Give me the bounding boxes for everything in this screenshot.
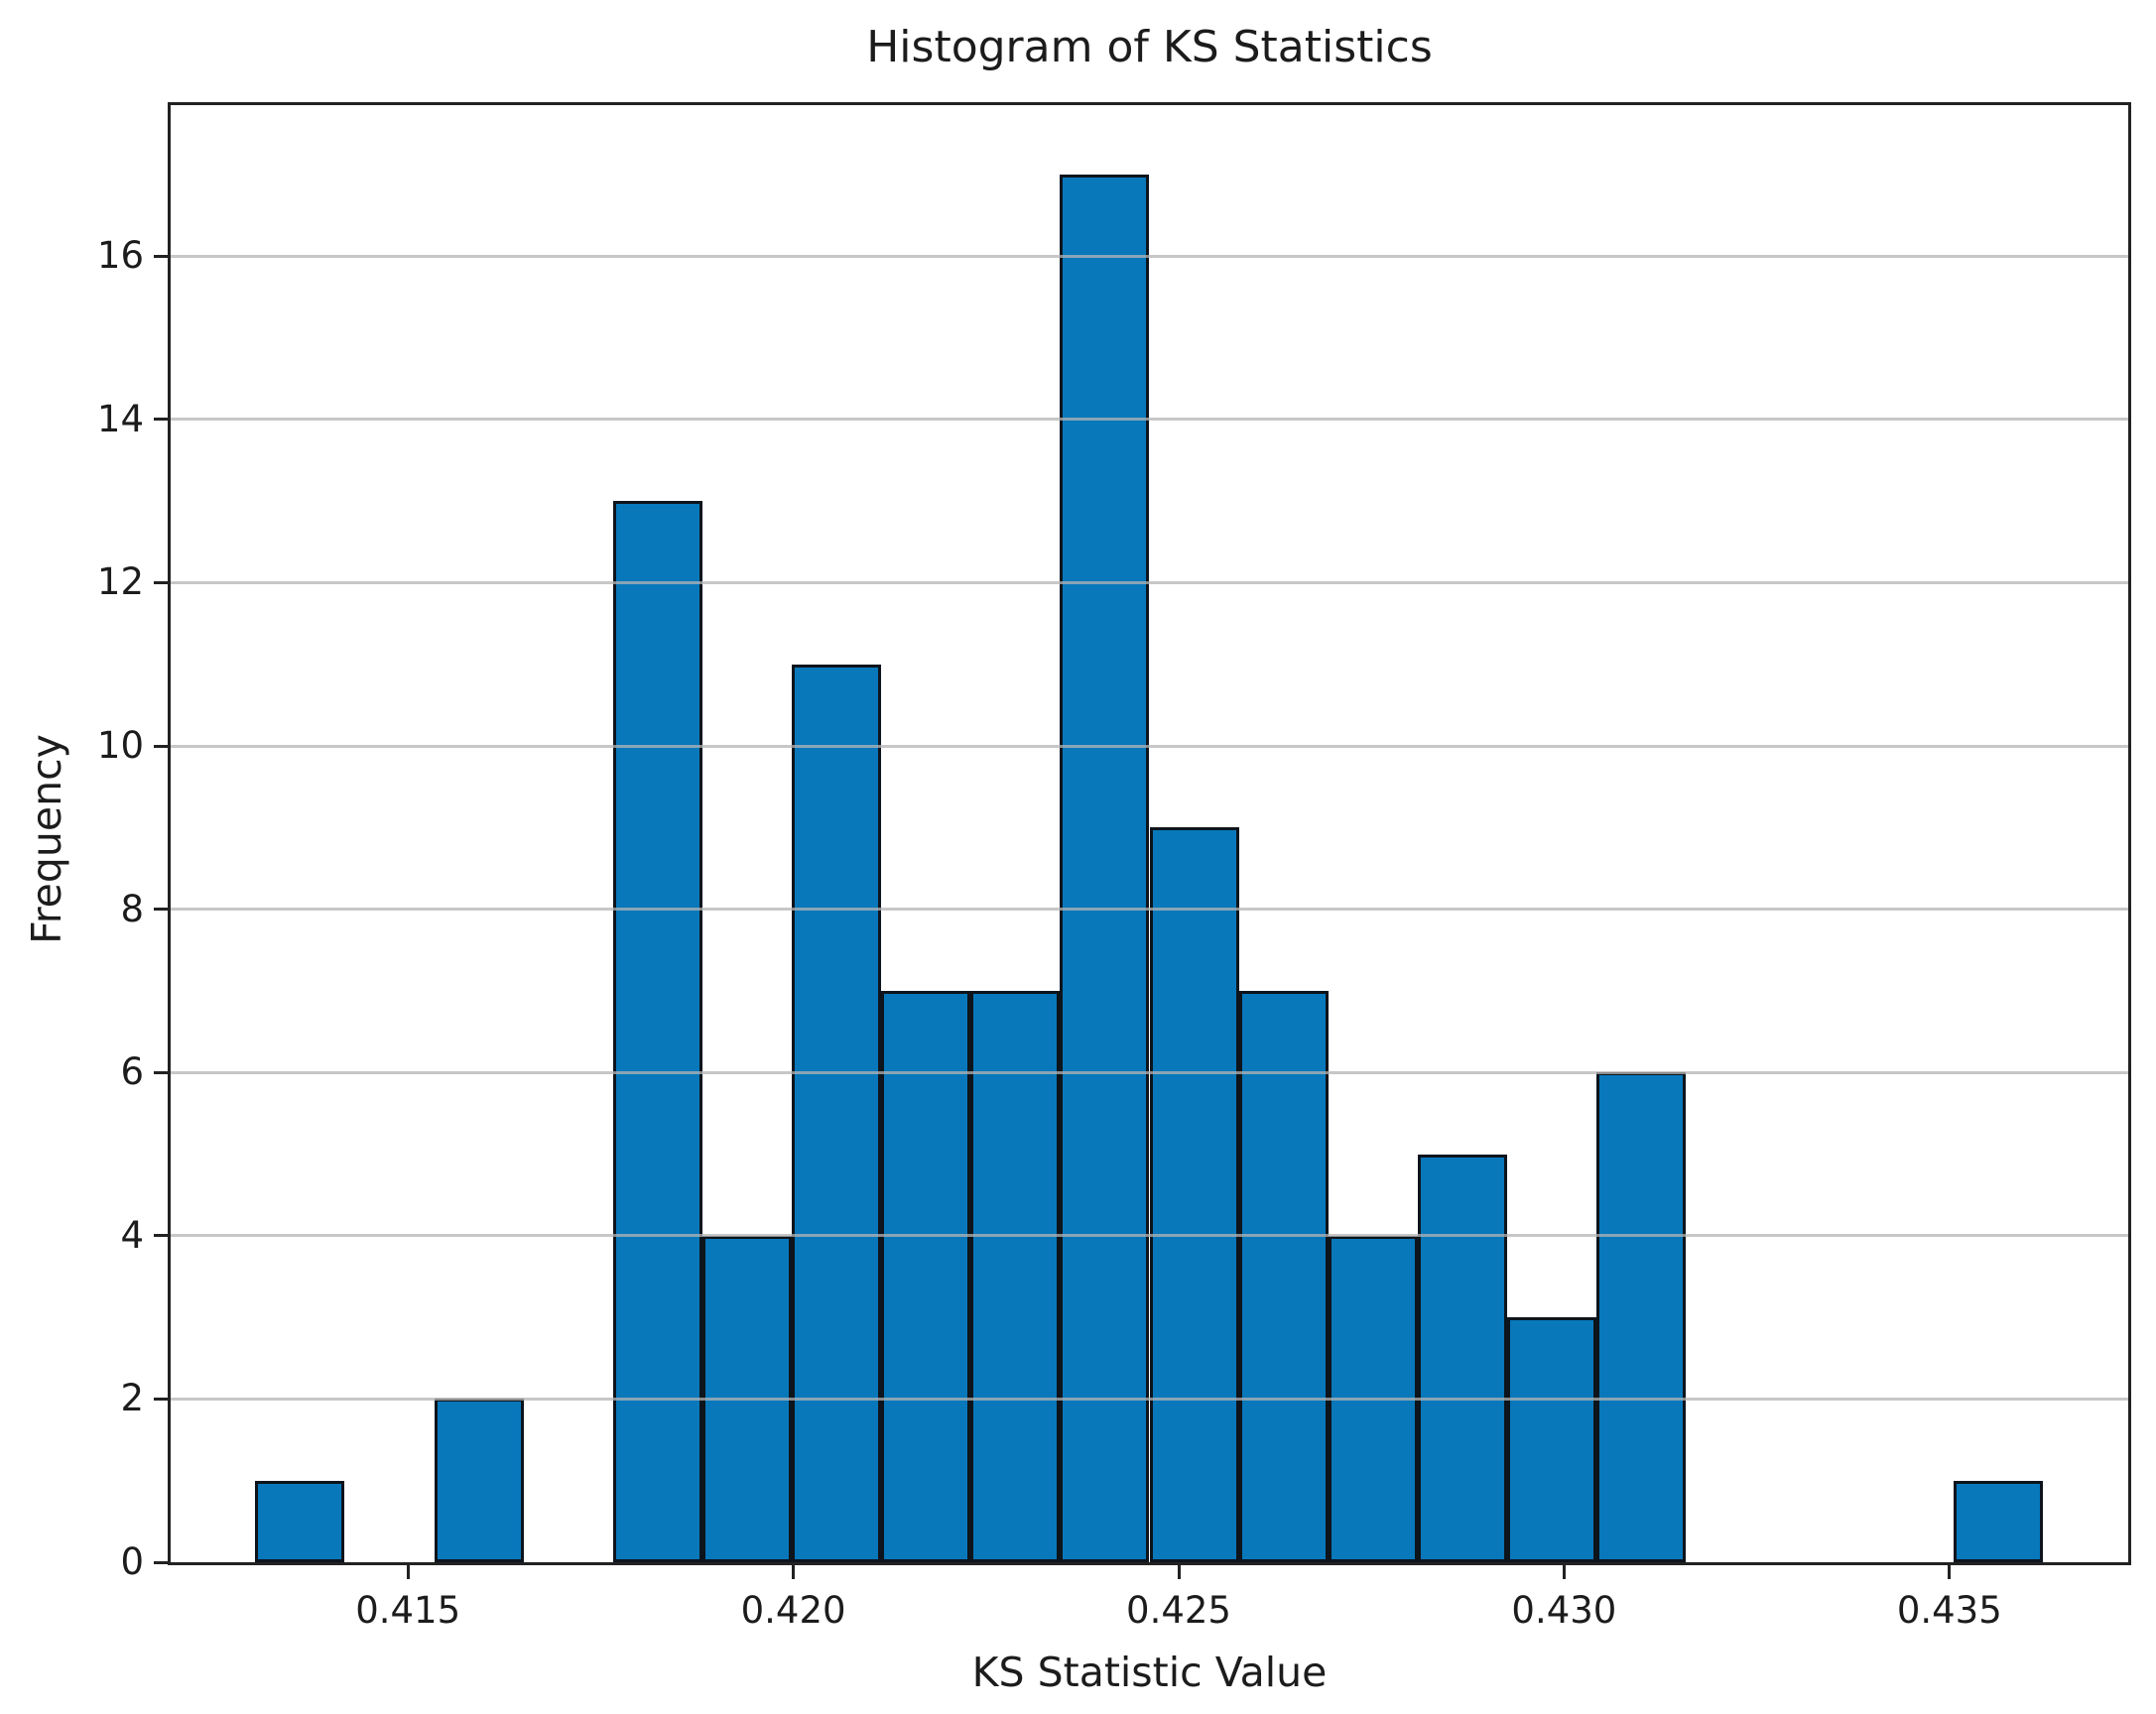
y-tick-label: 2 <box>120 1377 144 1420</box>
y-tick-mark <box>154 580 168 584</box>
y-tick-mark <box>154 1070 168 1074</box>
y-tick-mark <box>154 1234 168 1238</box>
histogram-bar <box>1149 827 1239 1562</box>
x-tick-label: 0.430 <box>1511 1589 1617 1632</box>
x-tick-label: 0.415 <box>355 1589 461 1632</box>
y-tick-label: 4 <box>120 1213 144 1257</box>
histogram-bar <box>1506 1317 1596 1562</box>
y-tick-label: 10 <box>96 724 144 767</box>
histogram-bar <box>612 501 702 1562</box>
histogram-bar <box>1417 1154 1507 1562</box>
histogram-bar <box>1238 990 1329 1562</box>
x-tick-label: 0.425 <box>1126 1589 1231 1632</box>
histogram-bar <box>970 990 1061 1562</box>
y-tick-label: 0 <box>120 1540 144 1583</box>
histogram-bar <box>792 664 882 1562</box>
histogram-bar <box>1060 175 1150 1562</box>
histogram-bar <box>702 1235 793 1562</box>
histogram-bar <box>1596 1072 1687 1562</box>
chart-title: Histogram of KS Statistics <box>866 22 1433 72</box>
x-axis-label: KS Statistic Value <box>971 1649 1328 1696</box>
x-tick-mark <box>792 1565 796 1579</box>
x-tick-label: 0.420 <box>740 1589 846 1632</box>
histogram-bar <box>1954 1480 2044 1562</box>
y-tick-mark <box>154 1397 168 1401</box>
histogram-bar <box>255 1480 345 1562</box>
x-tick-label: 0.435 <box>1896 1589 2002 1632</box>
x-tick-mark <box>1562 1565 1566 1579</box>
y-tick-label: 12 <box>96 560 144 604</box>
y-tick-mark <box>154 418 168 422</box>
y-tick-label: 14 <box>96 397 144 440</box>
histogram-bar <box>1328 1235 1418 1562</box>
bars-layer <box>171 105 2128 1562</box>
y-tick-label: 16 <box>96 234 144 278</box>
y-tick-label: 8 <box>120 887 144 930</box>
histogram-bar <box>434 1399 524 1562</box>
y-tick-mark <box>154 744 168 748</box>
x-tick-mark <box>1177 1565 1181 1579</box>
y-tick-mark <box>154 908 168 912</box>
x-tick-mark <box>406 1565 410 1579</box>
y-tick-label: 6 <box>120 1050 144 1094</box>
y-tick-mark <box>154 254 168 258</box>
y-tick-mark <box>154 1560 168 1564</box>
x-tick-mark <box>1948 1565 1952 1579</box>
plot-area <box>168 102 2131 1565</box>
histogram-bar <box>881 990 971 1562</box>
